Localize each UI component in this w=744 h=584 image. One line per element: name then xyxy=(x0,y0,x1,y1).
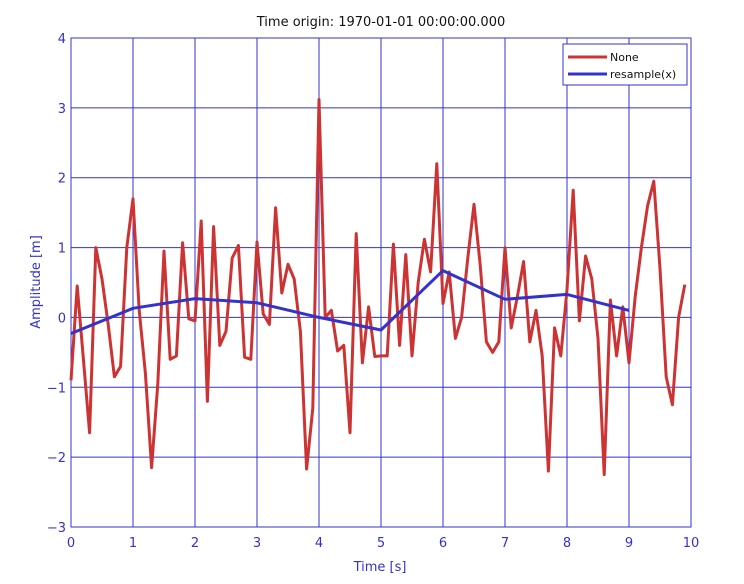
series-line-1 xyxy=(70,269,630,335)
y-tick-label: −3 xyxy=(47,521,66,536)
legend-box xyxy=(562,43,688,86)
x-tick-label: 1 xyxy=(129,536,137,551)
x-axis-label: Time [s] xyxy=(353,560,407,575)
series-layer xyxy=(69,98,687,477)
x-tick-label: 5 xyxy=(377,536,385,551)
chart-title: Time origin: 1970-01-01 00:00:00.000 xyxy=(256,15,506,30)
x-tick-label: 0 xyxy=(67,536,75,551)
x-tick-label: 7 xyxy=(501,536,509,551)
x-tick-label: 10 xyxy=(683,536,700,551)
y-tick-label: 4 xyxy=(58,32,66,47)
legend-label: None xyxy=(610,51,639,64)
x-tick-label: 8 xyxy=(563,536,571,551)
series-line-0 xyxy=(69,98,687,477)
axis-ticks: 0 1 2 3 4 5 6 7 8 9 10 −3 −2 −1 0 1 2 3 4 xyxy=(47,32,699,551)
y-tick-label: 3 xyxy=(58,102,66,117)
x-tick-label: 2 xyxy=(191,536,199,551)
y-tick-label: −2 xyxy=(47,451,66,466)
x-tick-label: 6 xyxy=(439,536,447,551)
x-tick-label: 3 xyxy=(253,536,261,551)
x-tick-label: 9 xyxy=(625,536,633,551)
x-tick-label: 4 xyxy=(315,536,323,551)
y-tick-label: 2 xyxy=(58,172,66,187)
y-axis-label: Amplitude [m] xyxy=(29,235,44,329)
y-tick-label: 1 xyxy=(58,242,66,257)
legend-label: resample(x) xyxy=(610,68,676,81)
legend: None resample(x) xyxy=(562,43,688,86)
plot-area-frame xyxy=(70,37,692,528)
y-tick-label: −1 xyxy=(47,381,66,396)
y-tick-label: 0 xyxy=(58,311,66,326)
